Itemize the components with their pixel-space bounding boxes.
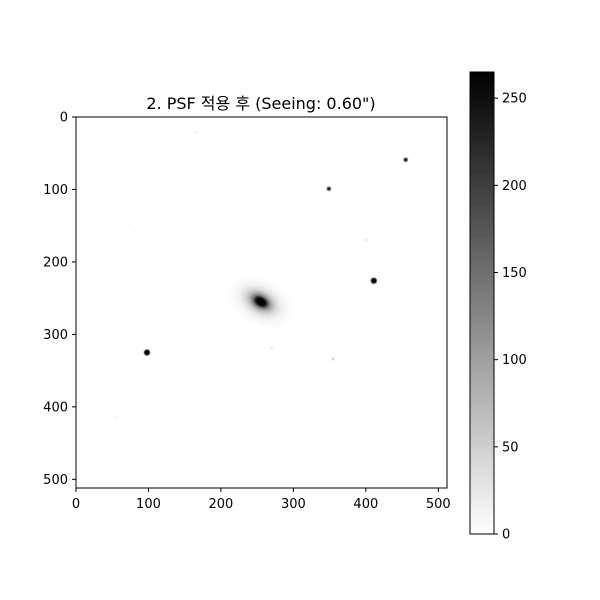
x-tick-label: 400 bbox=[353, 497, 378, 512]
plot-frame bbox=[75, 116, 448, 489]
y-tick-label: 400 bbox=[43, 400, 68, 415]
faint-source bbox=[415, 276, 418, 279]
star-source bbox=[144, 349, 151, 356]
y-axis: 0 100 200 300 400 500 bbox=[43, 111, 76, 488]
chart-title: 2. PSF 적용 후 (Seeing: 0.60") bbox=[146, 94, 375, 113]
y-tick-label: 200 bbox=[43, 255, 68, 270]
colorbar-tick-label: 250 bbox=[502, 92, 527, 107]
faint-source bbox=[270, 346, 273, 349]
faint-source bbox=[114, 417, 117, 420]
x-tick-label: 300 bbox=[281, 497, 306, 512]
colorbar-tick-label: 50 bbox=[502, 440, 519, 455]
colorbar: 0 50 100 150 200 250 bbox=[469, 71, 527, 543]
x-tick-label: 100 bbox=[136, 497, 161, 512]
colorbar-tick-label: 0 bbox=[502, 528, 510, 543]
star-source bbox=[370, 277, 377, 284]
colorbar-tick-label: 200 bbox=[502, 179, 527, 194]
colorbar-gradient bbox=[469, 71, 495, 535]
star-source bbox=[403, 157, 408, 162]
faint-source bbox=[127, 223, 130, 226]
y-tick-label: 100 bbox=[43, 183, 68, 198]
star-source bbox=[326, 186, 331, 191]
plot-area bbox=[75, 116, 448, 489]
faint-source bbox=[365, 239, 368, 242]
sources-layer bbox=[114, 131, 418, 420]
y-tick-label: 0 bbox=[60, 111, 68, 126]
x-tick-label: 0 bbox=[72, 497, 80, 512]
colorbar-tick-label: 100 bbox=[502, 353, 527, 368]
x-tick-label: 200 bbox=[209, 497, 234, 512]
galaxy-source bbox=[225, 273, 296, 331]
x-axis: 0 100 200 300 400 500 bbox=[72, 488, 451, 512]
faint-source bbox=[195, 131, 198, 135]
colorbar-tick-label: 150 bbox=[502, 266, 527, 281]
y-tick-label: 500 bbox=[43, 473, 68, 488]
faint-source bbox=[332, 357, 335, 361]
y-tick-label: 300 bbox=[43, 328, 68, 343]
colorbar-ticks: 0 50 100 150 200 250 bbox=[494, 92, 527, 543]
x-tick-label: 500 bbox=[426, 497, 451, 512]
